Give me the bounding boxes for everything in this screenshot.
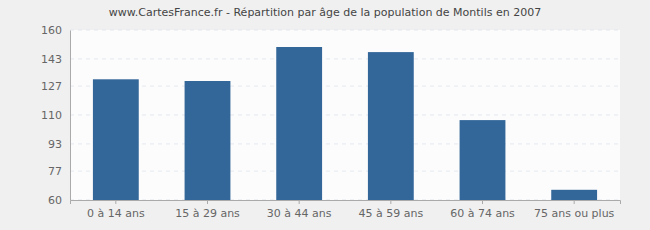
y-tick: 60: [48, 194, 70, 207]
x-tick-mark: [115, 200, 116, 204]
y-tick: 143: [41, 53, 70, 66]
x-tick: 45 à 59 ans: [358, 200, 423, 220]
x-tick-mark: [390, 200, 391, 204]
bar: [185, 81, 231, 200]
x-tick-mark: [299, 200, 300, 204]
x-tick-label: 75 ans ou plus: [534, 207, 615, 220]
x-tick: 60 à 74 ans: [450, 200, 515, 220]
y-tick: 127: [41, 80, 70, 93]
x-tick-label: 45 à 59 ans: [358, 207, 423, 220]
x-tick-mark: [482, 200, 483, 204]
grid-line: [70, 115, 620, 116]
plot: 60 77 93 110 127 143 160 0 à 14 ans 15 à 29 ans 3…: [41, 24, 621, 220]
y-tick-label: 77: [48, 165, 62, 178]
x-tick-mark: [574, 200, 575, 204]
grid-line: [70, 58, 620, 59]
y-tick-label: 143: [41, 53, 62, 66]
grid-line: [70, 30, 620, 31]
chart: 60 77 93 110 127 143 160 0 à 14 ans 15 à 29 ans 3…: [0, 0, 650, 230]
y-tick: 110: [41, 109, 70, 122]
y-tick-label: 93: [48, 138, 62, 151]
bars: [93, 47, 597, 200]
y-tick-label: 127: [41, 80, 62, 93]
y-tick: 93: [48, 138, 70, 151]
x-tick-label: 0 à 14 ans: [87, 207, 145, 220]
x-tick: 0 à 14 ans: [87, 200, 145, 220]
y-axis-line: [70, 31, 71, 201]
x-axis-line: [71, 201, 621, 205]
x-tick-label: 60 à 74 ans: [450, 207, 515, 220]
grid: [70, 30, 620, 200]
y-tick-label: 60: [48, 194, 62, 207]
grid-line: [70, 143, 620, 144]
x-tick-mark: [207, 200, 208, 204]
y-tick: 77: [48, 165, 70, 178]
y-tick: 160: [41, 24, 70, 37]
bar: [93, 79, 139, 200]
x-tick: 30 à 44 ans: [267, 200, 332, 220]
plot-background: [70, 30, 620, 200]
y-tick-label: 110: [41, 109, 62, 122]
x-tick: 75 ans ou plus: [534, 200, 615, 220]
x-tick-label: 15 à 29 ans: [175, 207, 240, 220]
x-axis: 0 à 14 ans 15 à 29 ans 30 à 44 ans 45 à 59 …: [71, 200, 621, 220]
grid-line: [70, 171, 620, 172]
background: [0, 0, 650, 230]
y-tick-label: 160: [41, 24, 62, 37]
bar: [551, 190, 597, 200]
bar: [276, 47, 322, 200]
bar: [460, 120, 506, 200]
title: www.CartesFrance.fr - Répartition par âg…: [109, 6, 541, 19]
bar: [368, 52, 414, 200]
x-tick: 15 à 29 ans: [175, 200, 240, 220]
y-axis: 60 77 93 110 127 143 160: [41, 24, 71, 207]
x-tick-label: 30 à 44 ans: [267, 207, 332, 220]
grid-line: [70, 86, 620, 87]
